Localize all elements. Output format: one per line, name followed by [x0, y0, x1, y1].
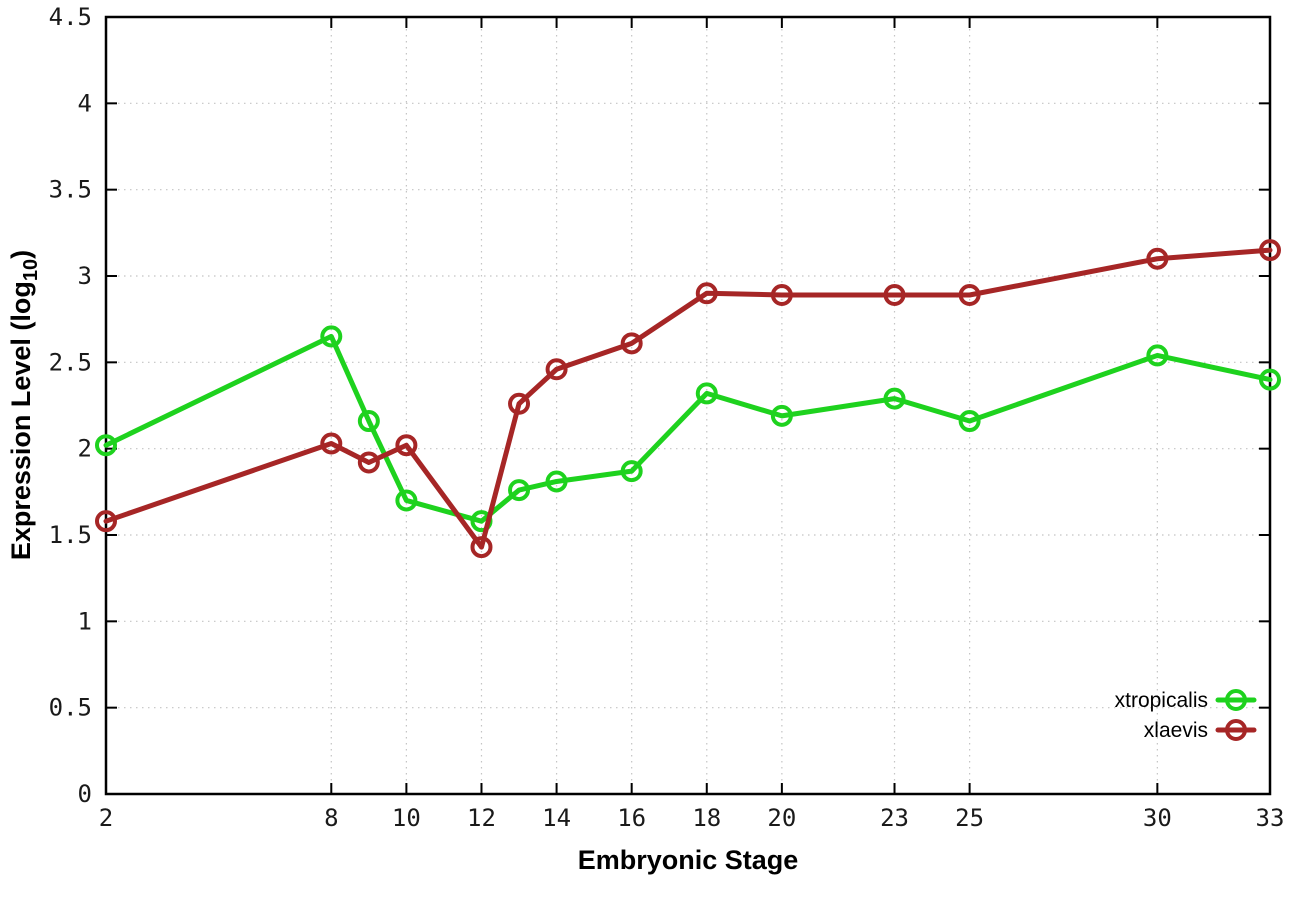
data-point-marker-xlaevis [395, 434, 418, 457]
x-tick-label: 33 [1256, 804, 1285, 832]
y-tick-label: 4 [78, 89, 92, 117]
y-tick-label: 2.5 [49, 348, 92, 376]
legend-label-xtropicalis: xtropicalis [1115, 689, 1208, 712]
data-point-marker-xlaevis [545, 358, 568, 381]
series-layer [95, 239, 1281, 559]
data-point-marker-xtropicalis [883, 387, 906, 410]
x-tick-label: 14 [542, 804, 571, 832]
y-tick-label: 0.5 [49, 694, 92, 722]
x-tick-label: 18 [692, 804, 721, 832]
series-line-xtropicalis [103, 333, 1273, 524]
data-point-marker-xlaevis [1146, 247, 1169, 270]
legend-layer: xtropicalis xlaevis [1115, 689, 1257, 742]
y-tick-label: 1 [78, 607, 92, 635]
x-tick-label: 25 [955, 804, 984, 832]
series-xlaevis [95, 239, 1281, 559]
x-tick-label: 2 [99, 804, 113, 832]
legend-marker-xtropicalis [1225, 689, 1247, 711]
y-axis-label: Expression Level (log10) [6, 250, 42, 560]
x-tick-label: 23 [880, 804, 909, 832]
y-tick-label: 4.5 [49, 3, 92, 31]
data-point-marker-xlaevis [770, 283, 793, 306]
plot-border-layer [104, 15, 1272, 796]
legend-label-xlaevis: xlaevis [1144, 719, 1208, 742]
series-xtropicalis [95, 325, 1281, 533]
x-tick-label: 20 [767, 804, 796, 832]
y-tick-label: 0 [78, 780, 92, 808]
x-tick-label: 30 [1143, 804, 1172, 832]
data-point-marker-xlaevis [1259, 239, 1281, 262]
x-tick-label: 16 [617, 804, 646, 832]
series-line-xlaevis [103, 247, 1273, 550]
data-point-marker-xlaevis [470, 536, 493, 559]
data-point-marker-xlaevis [695, 282, 718, 305]
grid-layer [106, 17, 1270, 794]
data-point-marker-xlaevis [357, 451, 380, 474]
data-point-marker-xtropicalis [1259, 368, 1281, 391]
data-point-marker-xlaevis [508, 392, 531, 415]
data-point-marker-xtropicalis [620, 460, 643, 483]
x-tick-label: 12 [467, 804, 496, 832]
data-point-marker-xlaevis [883, 283, 906, 306]
data-point-marker-xtropicalis [695, 382, 718, 405]
legend-item-xlaevis: xlaevis [1144, 719, 1257, 742]
legend-item-xtropicalis: xtropicalis [1115, 689, 1257, 712]
data-point-marker-xtropicalis [545, 470, 568, 493]
y-axis-label-text: Expression Level (log [6, 281, 36, 560]
legend-marker-xlaevis [1225, 719, 1247, 741]
data-point-marker-xlaevis [958, 283, 981, 306]
data-point-marker-xlaevis [320, 432, 343, 455]
y-tick-label: 3.5 [49, 176, 92, 204]
y-axis-label-subscript: 10 [20, 259, 42, 281]
data-point-marker-xtropicalis [320, 325, 343, 348]
data-point-marker-xlaevis [620, 332, 643, 355]
plot-border [104, 15, 1272, 796]
data-point-marker-xtropicalis [95, 434, 117, 457]
y-tick-label: 1.5 [49, 521, 92, 549]
data-point-marker-xtropicalis [770, 404, 793, 427]
data-point-marker-xtropicalis [357, 410, 380, 433]
x-axis-label: Embryonic Stage [578, 845, 799, 875]
x-tick-label: 10 [392, 804, 421, 832]
data-point-marker-xlaevis [95, 510, 117, 533]
y-tick-label: 2 [78, 435, 92, 463]
data-point-marker-xtropicalis [958, 410, 981, 433]
data-point-marker-xtropicalis [1146, 344, 1169, 367]
data-point-marker-xtropicalis [508, 479, 531, 502]
x-tick-label: 8 [324, 804, 338, 832]
data-point-marker-xtropicalis [395, 489, 418, 512]
tick-labels-layer: 2 8 10 12 14 16 18 20 23 25 30 33 0 0.5 1 1.5 2 2.5 3 3.5 4 4… [49, 3, 1285, 832]
axis-ticks-layer [105, 16, 1271, 795]
y-axis-label-close: ) [6, 250, 36, 259]
y-tick-label: 3 [78, 262, 92, 290]
